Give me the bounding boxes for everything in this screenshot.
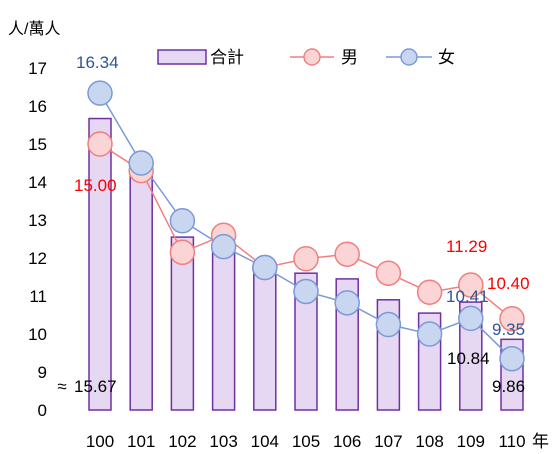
marker-male-100 (87, 131, 113, 157)
data-label-10.41: 10.41 (446, 287, 489, 306)
marker-female-110 (499, 345, 525, 372)
x-axis-suffix: 年 (532, 432, 549, 451)
y-tick-label: 10 (28, 325, 47, 344)
bar-total-101 (129, 166, 153, 411)
data-label-10.40: 10.40 (487, 274, 530, 293)
data-label-15.67: 15.67 (74, 377, 117, 396)
y-tick-label: 9 (38, 363, 47, 382)
x-tick-label: 102 (168, 432, 196, 451)
bar-total-105 (294, 272, 318, 411)
marker-female-109 (458, 305, 484, 332)
y-tick-label: 0 (38, 401, 47, 420)
marker-female-108 (416, 321, 443, 347)
marker-female-103 (210, 233, 237, 260)
x-tick-label: 106 (333, 432, 361, 451)
axis-break-symbol: ≈ (57, 377, 66, 396)
y-axis: 0 9 10 11 12 13 14 15 16 17 ≈ (28, 59, 67, 420)
line-series (87, 80, 525, 372)
bar-total-103 (211, 242, 236, 411)
marker-male-110 (499, 306, 525, 332)
marker-male-106 (334, 241, 360, 267)
legend-swatch-total (157, 49, 207, 65)
data-label-10.84: 10.84 (447, 349, 490, 368)
marker-female-101 (128, 150, 154, 176)
legend-marker-female (400, 48, 418, 66)
unit-label: 人/萬人 (8, 20, 60, 38)
legend: 合計 男 女 (157, 48, 455, 67)
bar-total-102 (170, 236, 195, 411)
marker-female-105 (293, 278, 319, 305)
data-label-9.35: 9.35 (492, 320, 525, 339)
y-tick-label: 11 (29, 287, 47, 306)
x-tick-label: 103 (209, 432, 237, 451)
marker-male-109 (458, 272, 484, 298)
marker-female-102 (169, 208, 196, 234)
x-axis: 100 101 102 103 104 105 106 107 108 109 110 年 (86, 432, 549, 451)
x-tick-label: 104 (251, 432, 279, 451)
x-tick-label: 108 (415, 432, 443, 451)
legend-marker-male (303, 48, 321, 66)
y-tick-label: 13 (28, 211, 47, 230)
marker-male-107 (375, 260, 402, 286)
marker-female-107 (375, 311, 402, 338)
bar-total-104 (253, 266, 277, 411)
marker-male-108 (416, 279, 443, 305)
y-tick-label: 15 (28, 135, 47, 154)
marker-female-100 (87, 80, 113, 106)
x-tick-label: 101 (127, 432, 155, 451)
marker-female-106 (334, 290, 360, 316)
legend-label-male: 男 (341, 48, 358, 67)
legend-label-female: 女 (438, 48, 455, 67)
y-tick-label: 17 (28, 59, 47, 78)
data-label-16.34: 16.34 (76, 53, 119, 72)
legend-label-total: 合計 (210, 48, 244, 67)
data-label-11.29: 11.29 (446, 237, 487, 256)
y-tick-label: 14 (28, 173, 47, 192)
x-tick-label: 105 (292, 432, 320, 451)
data-label-9.86: 9.86 (492, 377, 525, 396)
data-label-15.00: 15.00 (74, 176, 117, 195)
x-tick-label: 107 (374, 432, 402, 451)
marker-female-104 (252, 254, 278, 281)
x-tick-label: 100 (86, 432, 114, 451)
bar-total-100 (88, 117, 112, 411)
y-tick-label: 12 (28, 249, 47, 268)
x-tick-label: 109 (457, 432, 485, 451)
x-tick-label: 110 (498, 432, 525, 451)
data-labels: 16.34 15.00 15.67 11.2910.4010.419.3510.849… (74, 53, 530, 396)
y-tick-label: 16 (28, 97, 47, 116)
marker-male-105 (293, 246, 319, 272)
marker-male-102 (169, 239, 196, 266)
